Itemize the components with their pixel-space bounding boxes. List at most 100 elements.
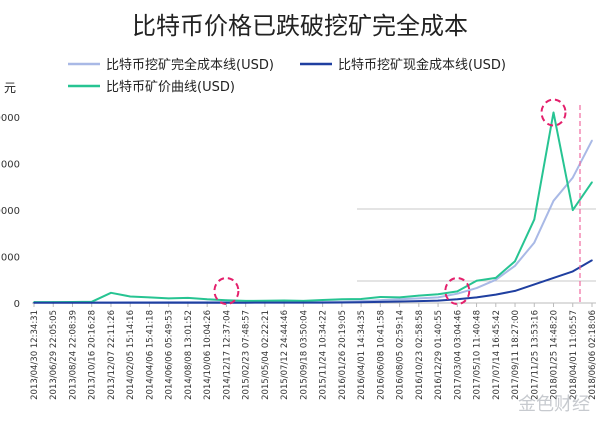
data-point [418, 294, 420, 297]
data-point [475, 287, 478, 289]
data-point [244, 300, 247, 302]
chart-title: 比特币价格已跌破挖矿完全成本 [132, 12, 468, 40]
y-tick-label: 5000 [0, 253, 20, 264]
y-axis-unit: 元 [4, 81, 16, 95]
data-point [398, 300, 401, 303]
data-point [33, 302, 35, 304]
data-point [244, 301, 247, 304]
data-point [571, 176, 574, 179]
data-point [494, 293, 497, 296]
highlight-circle [540, 98, 567, 127]
x-tick-label: 2014/02/05 15:14:16 [126, 310, 136, 400]
data-point [533, 218, 536, 221]
data-point [360, 301, 362, 304]
data-point [437, 299, 439, 302]
x-tick-label: 2016/08/05 02:59:14 [396, 310, 406, 400]
data-point [167, 301, 170, 304]
data-point [552, 199, 555, 202]
data-point [206, 298, 208, 301]
x-tick-label: 2018/06/06 02:18:06 [588, 310, 598, 400]
legend-label-full-cost: 比特币挖矿完全成本线(USD) [106, 57, 274, 73]
plot-area [33, 111, 593, 304]
data-point [591, 259, 593, 262]
data-point [494, 278, 497, 281]
data-point [418, 300, 420, 302]
data-point [110, 291, 112, 294]
data-point [167, 297, 170, 300]
x-tick-label: 2016/04/01 14:34:35 [357, 310, 367, 400]
x-tick-label: 2018/01/25 14:48:20 [550, 310, 560, 400]
data-point [456, 298, 459, 301]
y-tick-label: 20000 [0, 113, 20, 124]
data-point [110, 301, 112, 304]
data-point [148, 296, 151, 299]
x-tick-label: 2017/03/04 03:04:46 [453, 310, 463, 400]
watermark: 金色财经 [518, 394, 590, 415]
x-tick-label: 2015/02/23 07:48:57 [242, 310, 252, 400]
x-tick-label: 2013/06/29 22:05:05 [49, 310, 59, 400]
data-point [398, 296, 401, 299]
data-point [475, 279, 478, 282]
x-axis: 2013/04/30 12:34:31 2013/06/29 22:05:05 20… [30, 303, 598, 400]
y-tick-label: 0 [14, 299, 20, 310]
data-point [456, 290, 459, 293]
x-tick-label: 2014/08/08 13:01:52 [184, 310, 194, 400]
data-point [264, 301, 266, 304]
x-tick-label: 2014/06/06 05:49:53 [165, 310, 175, 400]
legend-label-price: 比特币矿价曲线(USD) [106, 80, 235, 95]
data-point [379, 296, 382, 298]
data-point [533, 241, 536, 244]
data-point [129, 295, 132, 298]
series-line-1 [34, 139, 593, 304]
data-point [398, 298, 401, 301]
data-point [514, 265, 516, 267]
x-tick-label: 2016/06/08 10:41:58 [376, 310, 386, 400]
data-point [341, 301, 343, 304]
x-tick-label: 2017/09/11 18:27:00 [511, 310, 521, 400]
y-tick-label: 10000 [0, 206, 20, 217]
data-point [475, 296, 478, 299]
data-point [264, 299, 266, 302]
data-point [225, 299, 228, 302]
legend-label-cash-cost: 比特币挖矿现金成本线(USD) [338, 57, 506, 73]
data-point [187, 301, 189, 304]
data-point [418, 297, 420, 300]
x-tick-label: 2016/12/29 01:40:55 [434, 310, 444, 400]
x-tick-label: 2016/01/26 20:19:05 [338, 310, 348, 400]
x-tick-label: 2013/08/24 22:08:39 [68, 310, 78, 400]
data-point [571, 270, 574, 273]
data-point [379, 299, 382, 302]
legend: 比特币挖矿完全成本线(USD) 比特币挖矿现金成本线(USD) 比特币矿价曲线(… [68, 57, 506, 95]
highlight-circle [213, 277, 240, 305]
data-point [533, 283, 536, 286]
x-tick-label: 2015/07/12 24:44:46 [280, 310, 290, 400]
x-tick-label: 2014/04/06 15:41:18 [145, 310, 155, 400]
x-tick-label: 2018/04/01 11:05:57 [569, 310, 579, 400]
data-point [494, 277, 497, 279]
data-point [225, 301, 228, 304]
data-point [360, 298, 362, 300]
data-point [71, 302, 74, 304]
x-tick-label: 2015/11/24 10:34:22 [319, 310, 329, 400]
data-point [283, 301, 285, 304]
data-point [283, 299, 285, 302]
x-tick-label: 2017/11/25 13:53:16 [530, 310, 540, 400]
y-axis: 0 5000 10000 15000 20000 [0, 113, 20, 310]
x-tick-label: 2013/04/30 12:34:31 [30, 310, 40, 400]
reference-lines [357, 208, 596, 282]
x-tick-label: 2013/10/16 20:16:28 [88, 310, 98, 400]
data-point [302, 301, 305, 304]
y-tick-label: 15000 [0, 160, 20, 171]
data-point [90, 301, 93, 304]
data-point [456, 292, 459, 295]
data-point [302, 300, 305, 302]
data-point [552, 111, 555, 114]
x-tick-label: 2015/05/04 02:22:21 [261, 310, 271, 400]
x-tick-label: 2016/10/23 02:58:58 [415, 310, 425, 400]
data-point [148, 301, 151, 304]
data-point [552, 277, 555, 279]
data-point [206, 301, 208, 304]
data-point [341, 298, 343, 301]
data-point [437, 296, 439, 299]
